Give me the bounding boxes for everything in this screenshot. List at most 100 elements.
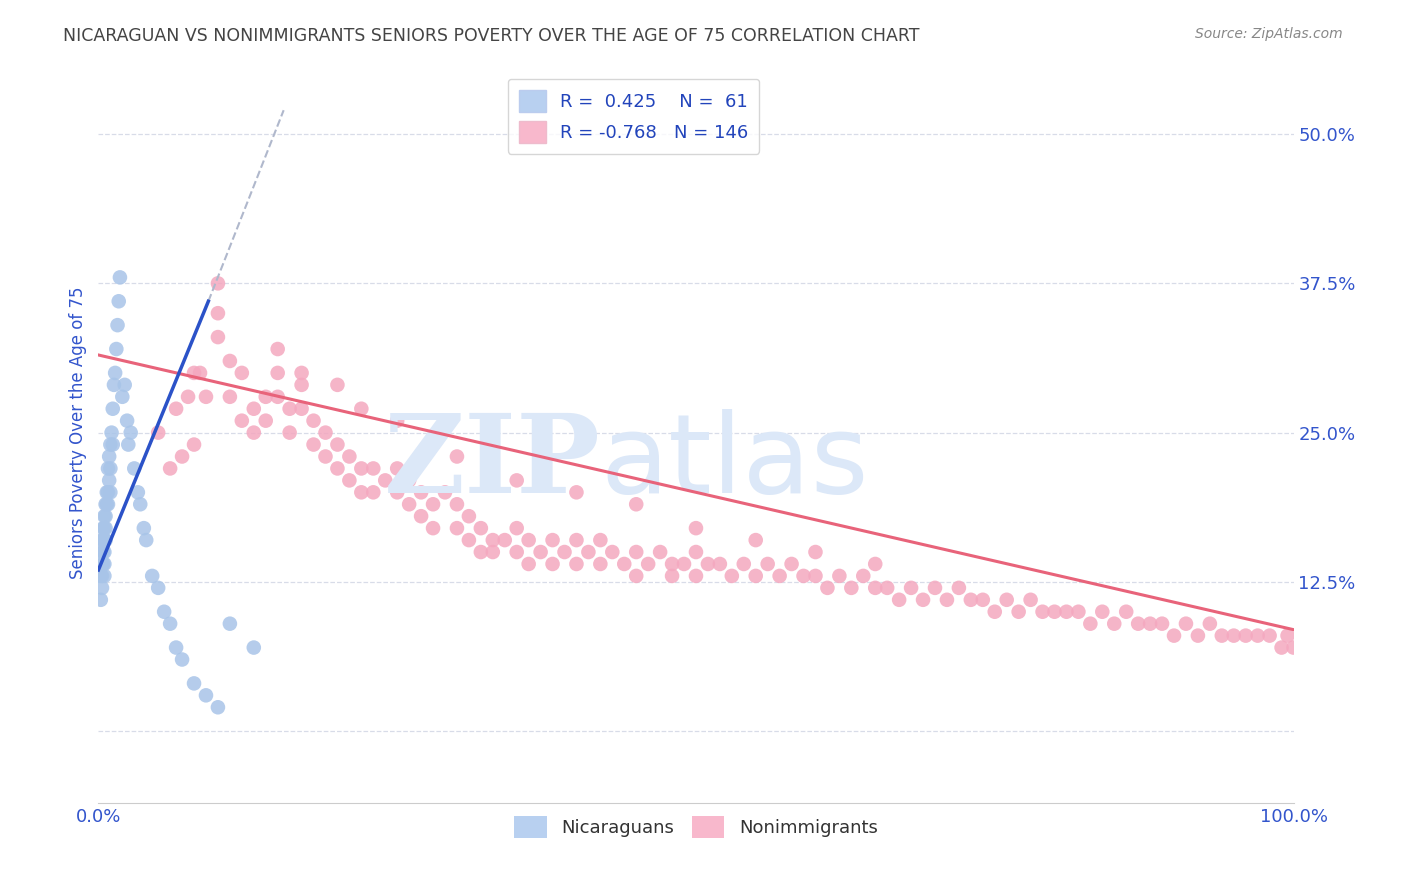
Point [91,533,114,547]
Point [177,390,200,404]
Point [93,557,115,571]
Point [1056,605,1078,619]
Point [936,592,959,607]
Point [93,521,115,535]
Point [1067,605,1090,619]
Point [195,689,218,703]
Point [1175,616,1198,631]
Point [1008,605,1031,619]
Point [363,461,385,475]
Legend: Nicaraguans, Nonimmigrants: Nicaraguans, Nonimmigrants [508,809,884,846]
Point [804,545,827,559]
Point [793,569,815,583]
Point [1277,629,1299,643]
Point [183,676,205,690]
Point [374,474,396,488]
Point [153,605,176,619]
Point [470,521,492,535]
Point [115,414,138,428]
Point [411,509,433,524]
Point [98,474,121,488]
Point [815,581,838,595]
Point [852,569,875,583]
Point [94,533,117,547]
Point [97,461,120,475]
Point [1080,616,1102,631]
Point [398,474,420,488]
Point [911,592,934,607]
Point [98,437,122,451]
Point [446,497,468,511]
Point [1152,616,1174,631]
Point [673,557,696,571]
Point [613,557,636,571]
Point [1258,629,1281,643]
Point [127,485,149,500]
Point [1234,629,1257,643]
Point [661,569,683,583]
Point [93,509,115,524]
Point [90,569,112,583]
Point [254,390,277,404]
Point [385,414,409,428]
Point [326,437,349,451]
Point [876,581,898,595]
Point [960,592,983,607]
Point [565,485,588,500]
Point [94,521,117,535]
Point [165,401,187,416]
Point [91,533,114,547]
Point [685,569,707,583]
Point [434,485,457,500]
Point [98,485,122,500]
Point [828,569,851,583]
Point [103,377,125,392]
Point [326,461,349,475]
Point [188,366,211,380]
Point [865,581,887,595]
Point [165,640,187,655]
Point [1139,616,1161,631]
Point [506,545,529,559]
Point [350,485,373,500]
Point [172,652,194,666]
Point [302,437,325,451]
Point [745,533,768,547]
Point [339,450,361,464]
Point [96,485,118,500]
Point [385,461,409,475]
Point [481,533,505,547]
Point [108,270,131,285]
Point [422,497,444,511]
Point [159,616,181,631]
Point [219,390,242,404]
Point [291,377,314,392]
Point [554,545,576,559]
Point [697,557,720,571]
Point [458,509,481,524]
Point [422,437,444,451]
Point [148,581,170,595]
Point [589,557,612,571]
Point [924,581,946,595]
Text: ZIP: ZIP [384,409,600,516]
Point [172,450,194,464]
Point [385,485,409,500]
Point [889,592,911,607]
Point [446,450,468,464]
Point [97,497,120,511]
Point [231,366,253,380]
Point [709,557,731,571]
Point [1247,629,1270,643]
Point [756,557,779,571]
Point [120,425,142,440]
Point [267,366,290,380]
Point [1187,629,1209,643]
Point [1115,605,1137,619]
Point [93,533,115,547]
Point [124,461,146,475]
Point [94,509,117,524]
Point [243,425,266,440]
Point [291,366,314,380]
Point [141,569,163,583]
